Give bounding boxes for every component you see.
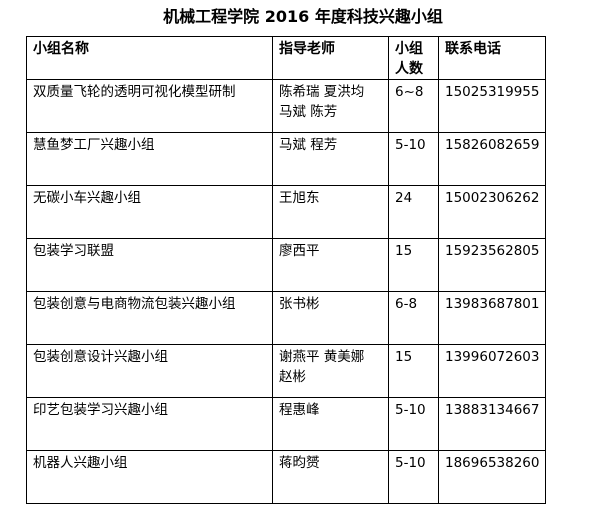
group-size-cell: 15 <box>388 344 439 398</box>
group-size-cell: 6~8 <box>388 79 439 133</box>
group-size-cell: 15 <box>388 238 439 292</box>
group-name-cell: 无碳小车兴趣小组 <box>26 185 273 239</box>
group-size-cell: 5-10 <box>388 397 439 451</box>
teacher-cell: 廖西平 <box>272 238 389 292</box>
document-title: 机械工程学院 2016 年度科技兴趣小组 <box>163 7 443 26</box>
teacher-cell: 谢燕平 黄美娜 赵彬 <box>272 344 389 398</box>
table-row: 包装创意设计兴趣小组 谢燕平 黄美娜 赵彬 15 13996072603 <box>26 344 547 398</box>
group-name-cell: 包装创意设计兴趣小组 <box>26 344 273 398</box>
group-size-cell: 6-8 <box>388 291 439 345</box>
header-teacher: 指导老师 <box>272 36 389 80</box>
phone-cell: 15025319955 <box>437 79 547 133</box>
table-header-row: 小组名称 指导老师 小组人数 联系电话 <box>26 36 547 80</box>
table-row: 双质量飞轮的透明可视化模型研制 陈希瑞 夏洪均 马斌 陈芳 6~8 150253199… <box>26 79 547 133</box>
group-name-cell: 印艺包装学习兴趣小组 <box>26 397 273 451</box>
phone-cell: 13883134667 <box>437 397 547 451</box>
table-row: 慧鱼梦工厂兴趣小组 马斌 程芳 5-10 15826082659 <box>26 132 547 186</box>
group-size-cell: 5-10 <box>388 132 439 186</box>
group-name-cell: 机器人兴趣小组 <box>26 450 273 504</box>
table-row: 机器人兴趣小组 蒋昀赟 5-10 18696538260 <box>26 450 547 504</box>
header-phone: 联系电话 <box>437 36 547 80</box>
teacher-cell: 程惠峰 <box>272 397 389 451</box>
header-group-size: 小组人数 <box>388 36 439 80</box>
teacher-cell: 张书彬 <box>272 291 389 345</box>
group-name-cell: 慧鱼梦工厂兴趣小组 <box>26 132 273 186</box>
table-row: 无碳小车兴趣小组 王旭东 24 15002306262 <box>26 185 547 239</box>
teacher-cell: 陈希瑞 夏洪均 马斌 陈芳 <box>272 79 389 133</box>
table-row: 包装创意与电商物流包装兴趣小组 张书彬 6-8 13983687801 <box>26 291 547 345</box>
group-name-cell: 包装创意与电商物流包装兴趣小组 <box>26 291 273 345</box>
phone-cell: 15923562805 <box>437 238 547 292</box>
phone-cell: 15002306262 <box>437 185 547 239</box>
group-size-cell: 24 <box>388 185 439 239</box>
phone-cell: 15826082659 <box>437 132 547 186</box>
phone-cell: 13996072603 <box>437 344 547 398</box>
interest-groups-table: 小组名称 指导老师 小组人数 联系电话 双质量飞轮的透明可视化模型研制 陈希瑞 夏… <box>26 36 547 504</box>
table-row: 包装学习联盟 廖西平 15 15923562805 <box>26 238 547 292</box>
phone-cell: 18696538260 <box>437 450 547 504</box>
table-row: 印艺包装学习兴趣小组 程惠峰 5-10 13883134667 <box>26 397 547 451</box>
teacher-cell: 蒋昀赟 <box>272 450 389 504</box>
group-name-cell: 包装学习联盟 <box>26 238 273 292</box>
group-size-cell: 5-10 <box>388 450 439 504</box>
group-name-cell: 双质量飞轮的透明可视化模型研制 <box>26 79 273 133</box>
header-group-name: 小组名称 <box>26 36 273 80</box>
teacher-cell: 马斌 程芳 <box>272 132 389 186</box>
teacher-cell: 王旭东 <box>272 185 389 239</box>
phone-cell: 13983687801 <box>437 291 547 345</box>
